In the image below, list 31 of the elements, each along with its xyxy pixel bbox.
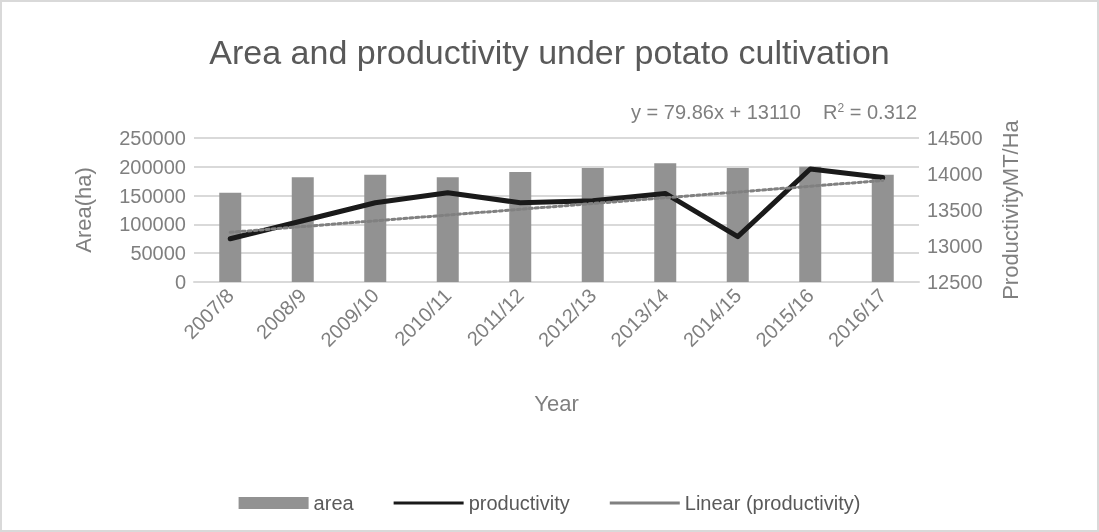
text: 2 = 0.312 [837, 101, 917, 123]
y-tick-label: 50000 [130, 242, 186, 265]
y2-tick-label: 12500 [927, 271, 983, 293]
legend-label: Linear (productivity) [684, 492, 861, 514]
bar [654, 163, 677, 282]
bar [364, 174, 387, 282]
y2-axis-title: ProductivityMT/Ha [997, 119, 1023, 300]
y-tick-label: 250000 [119, 127, 186, 149]
legend-label: area [313, 492, 355, 514]
y2-tick-label: 13500 [927, 199, 983, 221]
bar [291, 177, 314, 282]
y-tick-label: 150000 [119, 184, 186, 207]
legend-label: productivity [468, 492, 570, 514]
bar [726, 167, 749, 282]
y2-tick-label: 14500 [927, 127, 983, 149]
y-axis-title: Area(ha) [70, 167, 96, 253]
y-tick-label: 200000 [119, 155, 186, 178]
bar [436, 177, 459, 282]
bar [581, 167, 604, 282]
y-tick-label: 100000 [119, 213, 186, 236]
y2-tick-label: 14000 [927, 163, 983, 185]
line-series [228, 178, 885, 234]
x-axis-title: Year [534, 390, 579, 416]
y-tick-label: 0 [174, 271, 186, 293]
text: y = 79.86x + 13110 R [631, 101, 838, 123]
bar [871, 174, 894, 282]
y2-tick-label: 13000 [927, 235, 983, 257]
bar [219, 192, 242, 282]
chart-title: Area and productivity under potato cultivation [209, 33, 890, 71]
bar [509, 171, 532, 282]
bar [799, 166, 822, 282]
